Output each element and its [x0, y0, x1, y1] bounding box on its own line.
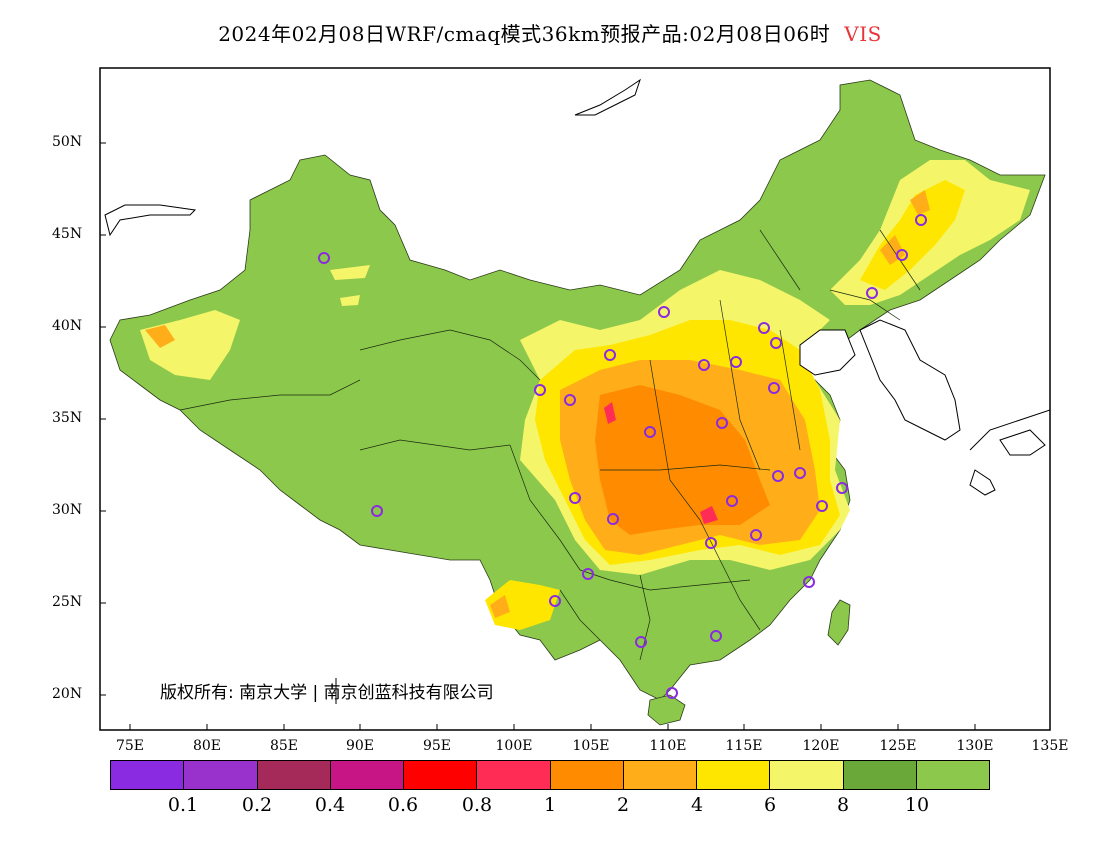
- title-main: 2024年02月08日WRF/cmaq模式36km预报产品:02月08日06时: [218, 22, 831, 46]
- lon-label: 90E: [345, 738, 375, 754]
- station-marker: [607, 513, 619, 525]
- bohai-bay: [799, 329, 856, 376]
- lat-label: 40N: [52, 318, 83, 334]
- legend-colorbar: [110, 760, 990, 790]
- legend-swatch: [550, 761, 624, 789]
- lon-label: 85E: [269, 738, 299, 754]
- station-markers: [318, 214, 927, 699]
- station-marker: [371, 505, 383, 517]
- haze-southwest-orange: [490, 595, 510, 618]
- station-marker: [770, 337, 782, 349]
- lon-label: 100E: [495, 738, 533, 754]
- station-marker: [726, 495, 738, 507]
- legend-label: 6: [763, 794, 777, 816]
- legend-swatch: [770, 761, 844, 789]
- legend-label: 0.2: [241, 794, 273, 816]
- map-title: 2024年02月08日WRF/cmaq模式36km预报产品:02月08日06时 V…: [0, 18, 1100, 47]
- station-marker: [896, 249, 908, 261]
- lon-label: 115E: [725, 738, 763, 754]
- legend-label: 8: [836, 794, 850, 816]
- station-marker: [750, 529, 762, 541]
- legend-swatch: [916, 761, 989, 789]
- legend-swatch: [697, 761, 771, 789]
- station-marker: [716, 417, 728, 429]
- station-marker: [635, 636, 647, 648]
- japan-outline: [969, 409, 1050, 496]
- legend-label: 10: [904, 794, 930, 816]
- lon-label: 75E: [115, 738, 145, 754]
- haze-northeast-orange: [880, 190, 930, 265]
- station-marker: [758, 322, 770, 334]
- lon-label: 105E: [572, 738, 610, 754]
- station-marker: [816, 500, 828, 512]
- station-marker: [666, 687, 678, 699]
- haze-northeast-core: [860, 180, 965, 290]
- station-marker: [768, 382, 780, 394]
- legend-swatch: [404, 761, 478, 789]
- legend-label: 2: [616, 794, 630, 816]
- lat-label: 45N: [52, 226, 83, 242]
- legend-swatch: [184, 761, 258, 789]
- map-frame: [99, 67, 1051, 731]
- station-marker: [836, 482, 848, 494]
- legend-swatch: [330, 761, 404, 789]
- title-variable: VIS: [844, 22, 882, 46]
- lon-label: 80E: [192, 738, 222, 754]
- station-marker: [705, 537, 717, 549]
- legend-label: 0.1: [167, 794, 199, 816]
- lon-label: 130E: [956, 738, 994, 754]
- taiwan-island: [827, 599, 851, 646]
- legend-swatch: [843, 761, 917, 789]
- axis-ticks: [100, 142, 976, 730]
- lat-label: 30N: [52, 502, 83, 518]
- station-marker: [564, 394, 576, 406]
- lon-label: 110E: [649, 738, 687, 754]
- station-marker: [658, 306, 670, 318]
- station-marker: [534, 384, 546, 396]
- legend-label: 1: [543, 794, 557, 816]
- station-marker: [604, 349, 616, 361]
- haze-southwest: [485, 580, 560, 630]
- haze-tianshan: [330, 265, 370, 306]
- station-marker: [644, 426, 656, 438]
- station-marker: [318, 252, 330, 264]
- legend-swatch: [477, 761, 551, 789]
- legend-label: 4: [690, 794, 704, 816]
- lon-label: 95E: [422, 738, 452, 754]
- station-marker: [803, 576, 815, 588]
- station-marker: [698, 359, 710, 371]
- lat-label: 25N: [52, 594, 83, 610]
- station-marker: [549, 595, 561, 607]
- central-asia-border: [104, 204, 197, 237]
- station-marker: [569, 492, 581, 504]
- mongolia-lake: [574, 78, 641, 116]
- korea-peninsula: [859, 319, 961, 441]
- legend-swatch: [111, 761, 185, 789]
- lon-label: 125E: [879, 738, 917, 754]
- station-marker: [866, 287, 878, 299]
- legend-swatch: [257, 761, 331, 789]
- legend-swatch: [623, 761, 697, 789]
- lat-label: 50N: [52, 134, 83, 150]
- station-marker: [772, 470, 784, 482]
- lon-label: 135E: [1031, 738, 1069, 754]
- station-marker: [710, 630, 722, 642]
- map-content: [104, 78, 1050, 726]
- legend-label: 0.6: [387, 794, 419, 816]
- hainan-island: [647, 694, 686, 726]
- station-marker: [582, 568, 594, 580]
- legend-label: 0.8: [461, 794, 493, 816]
- lon-label: 120E: [802, 738, 840, 754]
- haze-northwest-core: [145, 325, 175, 348]
- lat-label: 35N: [52, 410, 83, 426]
- lat-label: 20N: [52, 686, 83, 702]
- station-marker: [915, 214, 927, 226]
- copyright-text: 版权所有: 南京大学 | 南京创蓝科技有限公司: [160, 683, 494, 703]
- station-marker: [794, 467, 806, 479]
- legend-label: 0.4: [314, 794, 346, 816]
- haze-central-red: [604, 402, 718, 524]
- station-marker: [730, 356, 742, 368]
